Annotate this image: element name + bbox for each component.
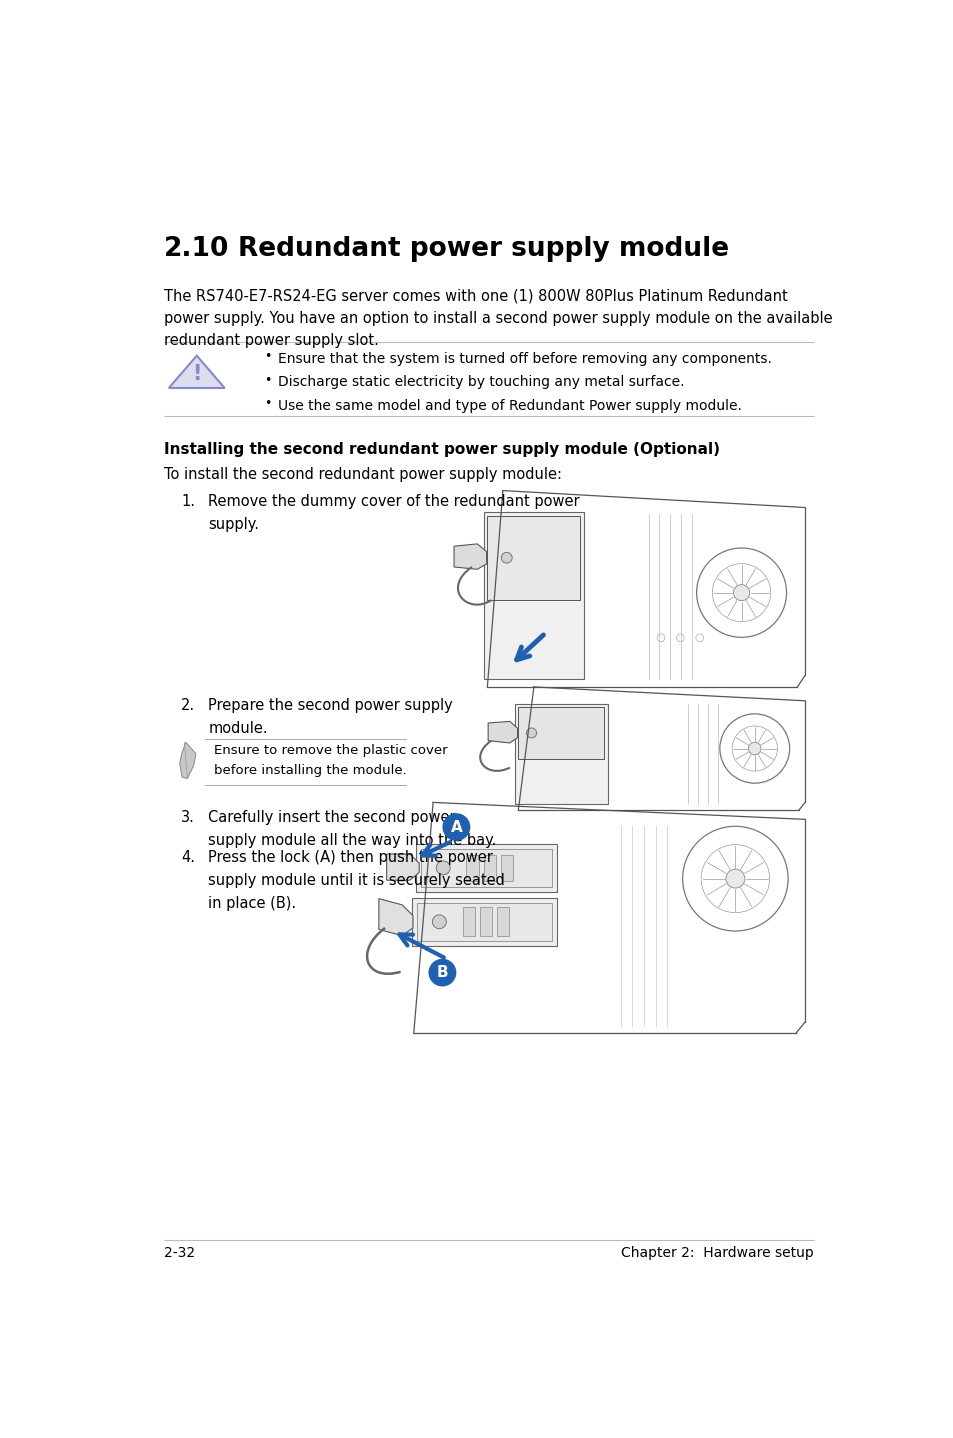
Text: 2.: 2. [181, 699, 195, 713]
Text: A: A [450, 820, 462, 834]
Text: !: ! [192, 364, 201, 384]
Text: before installing the module.: before installing the module. [213, 764, 406, 777]
Circle shape [725, 869, 744, 889]
Text: 4.: 4. [181, 850, 195, 866]
Text: Remove the dummy cover of the redundant power: Remove the dummy cover of the redundant … [208, 495, 579, 509]
Bar [479, 907, 492, 936]
Circle shape [432, 915, 446, 929]
Text: redundant power supply slot.: redundant power supply slot. [164, 334, 378, 348]
Circle shape [733, 585, 749, 601]
Text: Discharge static electricity by touching any metal surface.: Discharge static electricity by touching… [278, 375, 684, 390]
Text: Installing the second redundant power supply module (Optional): Installing the second redundant power su… [164, 441, 720, 457]
Text: 2-32: 2-32 [164, 1245, 195, 1260]
Text: module.: module. [208, 722, 268, 736]
Bar [487, 516, 579, 600]
Text: 1.: 1. [181, 495, 195, 509]
Text: The RS740-E7-RS24-EG server comes with one (1) 800W 80Plus Platinum Redundant: The RS740-E7-RS24-EG server comes with o… [164, 288, 787, 303]
Bar [412, 897, 557, 946]
Circle shape [428, 959, 456, 986]
Text: supply.: supply. [208, 518, 259, 532]
Text: Chapter 2:  Hardware setup: Chapter 2: Hardware setup [620, 1245, 813, 1260]
Text: 3.: 3. [181, 810, 195, 825]
Text: Prepare the second power supply: Prepare the second power supply [208, 699, 453, 713]
Circle shape [748, 742, 760, 755]
Circle shape [442, 814, 470, 841]
Polygon shape [454, 544, 486, 569]
Text: supply module all the way into the bay.: supply module all the way into the bay. [208, 833, 497, 848]
Bar [466, 854, 478, 881]
Polygon shape [488, 722, 517, 743]
Circle shape [500, 552, 512, 564]
Text: B: B [436, 965, 448, 981]
Bar [500, 854, 513, 881]
Polygon shape [179, 742, 195, 778]
Bar [420, 848, 552, 887]
Bar [514, 703, 607, 804]
Bar [483, 512, 583, 679]
Text: Redundant power supply module: Redundant power supply module [237, 236, 728, 262]
Circle shape [436, 861, 450, 874]
Polygon shape [169, 355, 224, 388]
Text: •: • [264, 374, 272, 387]
Text: power supply. You have an option to install a second power supply module on the : power supply. You have an option to inst… [164, 311, 832, 326]
Text: Use the same model and type of Redundant Power supply module.: Use the same model and type of Redundant… [278, 398, 741, 413]
Text: Press the lock (A) then push the power: Press the lock (A) then push the power [208, 850, 493, 866]
Text: supply module until it is securely seated: supply module until it is securely seate… [208, 873, 505, 887]
Text: Ensure that the system is turned off before removing any components.: Ensure that the system is turned off bef… [278, 352, 771, 365]
Bar [483, 854, 496, 881]
Bar [416, 903, 552, 940]
Polygon shape [386, 854, 418, 880]
Text: Ensure to remove the plastic cover: Ensure to remove the plastic cover [213, 743, 447, 756]
Text: 2.10: 2.10 [164, 236, 230, 262]
Bar [497, 907, 509, 936]
Text: •: • [264, 397, 272, 410]
Text: Carefully insert the second power: Carefully insert the second power [208, 810, 456, 825]
Polygon shape [378, 899, 413, 936]
Bar [416, 844, 557, 892]
Circle shape [526, 728, 536, 738]
Text: in place (B).: in place (B). [208, 896, 296, 910]
Bar [462, 907, 475, 936]
Bar [517, 707, 603, 759]
Text: To install the second redundant power supply module:: To install the second redundant power su… [164, 467, 561, 483]
Text: •: • [264, 351, 272, 364]
